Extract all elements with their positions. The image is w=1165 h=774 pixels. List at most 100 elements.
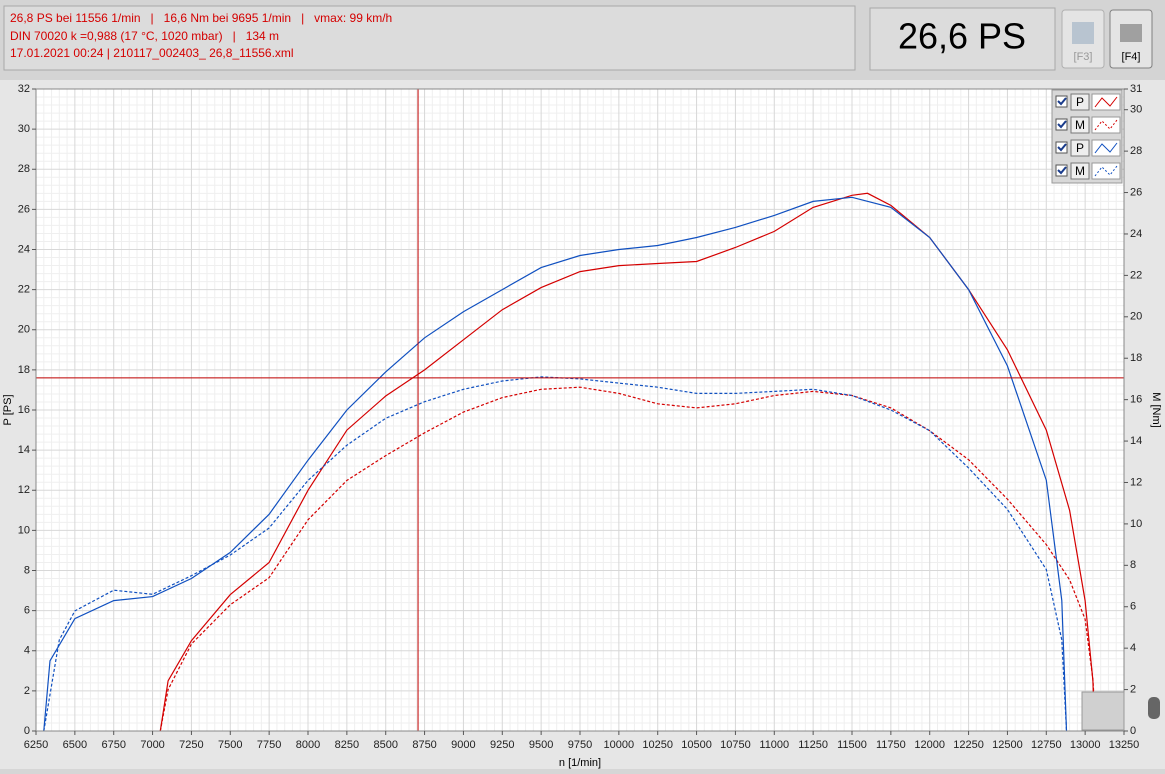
y2-tick-label: 16 [1130,394,1142,406]
x-tick-label: 8500 [373,739,397,751]
y-tick-label: 28 [18,163,30,175]
legend-name-box [1070,162,1090,180]
series-line [159,192,1096,732]
legend-name-box [1070,139,1090,157]
x-axis-label: n [1/min] [559,757,601,769]
legend-check [1057,120,1067,129]
legend-sample [1094,165,1118,177]
legend-checkbox [1055,95,1068,108]
y2-tick-label: 6 [1130,601,1136,613]
button-label: [F3] [1074,51,1093,63]
y2-tick-label: 8 [1130,559,1136,571]
info-line: 26,8 PS bei 11556 1/min | 16,6 Nm bei 96… [10,11,392,25]
y2-tick-label: 4 [1130,642,1136,654]
x-tick-label: 10000 [604,739,635,751]
x-tick-label: 11750 [876,739,906,751]
button-label: [F4] [1122,51,1141,63]
x-tick-label: 8250 [335,739,359,751]
x-tick-label: 12000 [914,739,945,751]
y2-tick-label: 2 [1130,683,1136,695]
y2-tick-label: 26 [1130,186,1142,198]
y-tick-label: 26 [18,203,30,215]
x-tick-label: 11000 [759,739,789,751]
legend-label: P [1076,95,1084,109]
x-tick-label: 6750 [101,739,125,751]
y-tick-label: 14 [18,444,30,456]
legend-name-box [1070,116,1090,134]
y-tick-label: 8 [24,564,30,576]
scroll-knob[interactable] [1148,697,1160,719]
y2-tick-label: 24 [1130,228,1142,240]
display-value: 26,6 PS [898,16,1026,57]
x-tick-label: 9500 [529,739,553,751]
x-tick-label: 9000 [451,739,475,751]
legend-sample [1094,96,1118,108]
x-tick-label: 13250 [1109,739,1140,751]
y-tick-label: 30 [18,123,30,135]
legend-checkbox [1055,141,1068,154]
legend-check [1057,143,1067,152]
series-line [43,196,1068,732]
y2-tick-label: 28 [1130,145,1142,157]
legend-sample [1094,142,1118,154]
x-tick-label: 8000 [296,739,320,751]
legend-check [1057,166,1067,175]
y2-tick-label: 12 [1130,476,1142,488]
y-tick-label: 22 [18,284,30,296]
x-tick-label: 9750 [568,739,592,751]
x-tick-label: 12250 [953,739,984,751]
x-tick-label: 12500 [992,739,1023,751]
y2-tick-label: 30 [1130,104,1142,116]
legend-label: M [1075,164,1085,178]
info-line: DIN 70020 k =0,988 (17 °C, 1020 mbar) | … [10,29,279,43]
x-tick-label: 6500 [63,739,87,751]
x-tick-label: 7750 [257,739,281,751]
button-icon [1120,24,1142,42]
series-line [159,386,1097,732]
y2-tick-label: 0 [1130,725,1136,737]
info-line: 17.01.2021 00:24 | 210117_002403_ 26,8_1… [10,46,294,60]
y-tick-label: 32 [18,83,30,95]
x-tick-label: 7250 [179,739,203,751]
x-tick-label: 7000 [140,739,164,751]
legend-sample [1094,119,1118,131]
x-tick-label: 6250 [24,739,48,751]
button-icon [1072,22,1094,44]
x-tick-label: 8750 [412,739,436,751]
y-tick-label: 10 [18,524,30,536]
legend-label: M [1075,118,1085,132]
y-tick-label: 2 [24,685,30,697]
y2-tick-label: 10 [1130,518,1142,530]
x-tick-label: 11500 [837,739,867,751]
legend-name-box [1070,93,1090,111]
x-tick-label: 10250 [642,739,673,751]
y-tick-label: 24 [18,243,30,255]
y-axis-label: P [PS] [2,395,14,426]
x-tick-label: 12750 [1031,739,1062,751]
legend-check [1057,97,1067,106]
display-box [869,7,1056,71]
legend-label: P [1076,141,1084,155]
y2-tick-label: 14 [1130,435,1142,447]
y2-tick-label: 18 [1130,352,1142,364]
y2-axis-label: M [Nm] [1150,392,1162,427]
y-tick-label: 20 [18,324,30,336]
y2-tick-label: 22 [1130,269,1142,281]
x-tick-label: 10500 [681,739,712,751]
y-tick-label: 6 [24,605,30,617]
x-tick-label: 9250 [490,739,514,751]
y-tick-label: 0 [24,725,30,737]
y2-tick-label: 20 [1130,311,1142,323]
x-tick-label: 13000 [1070,739,1101,751]
y2-tick-label: 31 [1130,83,1142,95]
y-tick-label: 16 [18,404,30,416]
x-tick-label: 11250 [798,739,828,751]
x-tick-label: 10750 [720,739,751,751]
graph-tools[interactable] [1081,691,1125,731]
legend-checkbox [1055,118,1068,131]
x-tick-label: 7500 [218,739,242,751]
y-tick-label: 18 [18,364,30,376]
y-tick-label: 4 [24,645,30,657]
